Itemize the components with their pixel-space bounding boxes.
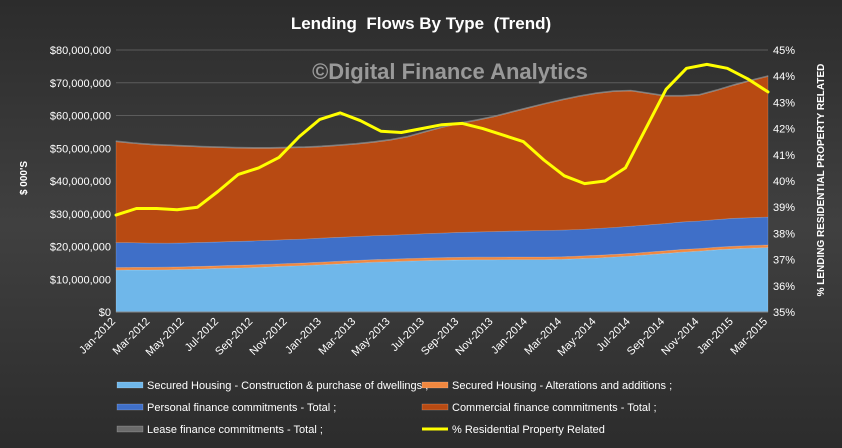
y2-tick-label: 45%: [773, 45, 795, 57]
legend-label: Commercial finance commitments - Total ;: [452, 402, 657, 414]
y2-tick-label: 40%: [773, 176, 795, 188]
y-tick-label: $80,000,000: [50, 45, 111, 57]
legend-label: Personal finance commitments - Total ;: [147, 402, 336, 414]
legend-label: Lease finance commitments - Total ;: [147, 424, 323, 436]
y2-tick-label: 37%: [773, 255, 795, 267]
legend-swatch: [116, 403, 144, 411]
legend-swatch: [421, 403, 449, 411]
legend-swatch: [116, 425, 144, 433]
chart-title: Lending Flows By Type (Trend): [291, 14, 551, 33]
legend-item: Personal finance commitments - Total ;: [116, 402, 336, 414]
legend-item: Commercial finance commitments - Total ;: [421, 402, 657, 414]
legend-swatch: [116, 381, 144, 389]
y-axis-title: $ 000'S: [19, 161, 30, 195]
y-tick-label: $10,000,000: [50, 274, 111, 286]
y-tick-label: $20,000,000: [50, 242, 111, 254]
legend-item: Secured Housing - Alterations and additi…: [421, 380, 672, 392]
legend-item: Secured Housing - Construction & purchas…: [116, 380, 428, 392]
legend-label: Secured Housing - Alterations and additi…: [452, 380, 672, 392]
y2-tick-label: 35%: [773, 307, 795, 319]
stacked-areas: [115, 75, 769, 313]
legend-swatch: [421, 381, 449, 389]
y-tick-label: $0: [99, 307, 111, 319]
legend-item: % Residential Property Related: [422, 424, 605, 436]
y2-tick-label: 43%: [773, 97, 795, 109]
y2-tick-label: 41%: [773, 150, 795, 162]
legend-item: Lease finance commitments - Total ;: [116, 424, 323, 436]
y-tick-label: $50,000,000: [50, 143, 111, 155]
y-tick-label: $70,000,000: [50, 78, 111, 90]
area-lease-finance-commitments-total: [115, 75, 769, 149]
legend-label: Secured Housing - Construction & purchas…: [147, 380, 428, 392]
y2-tick-label: 36%: [773, 281, 795, 293]
y2-tick-label: 44%: [773, 71, 795, 83]
residential-percent-line: [114, 62, 770, 217]
y2-tick-label: 39%: [773, 202, 795, 214]
line-residential-property: [114, 62, 770, 217]
legend-label: % Residential Property Related: [452, 424, 605, 436]
legend: Secured Housing - Construction & purchas…: [116, 380, 672, 436]
watermark: ©Digital Finance Analytics: [312, 59, 588, 84]
y2-tick-label: 42%: [773, 124, 795, 136]
y-tick-label: $60,000,000: [50, 111, 111, 123]
y-tick-label: $40,000,000: [50, 176, 111, 188]
y-tick-label: $30,000,000: [50, 209, 111, 221]
y2-axis-title: % LENDING RESIDENTIAL PROPERTY RELATED: [816, 64, 827, 297]
y2-tick-label: 38%: [773, 228, 795, 240]
